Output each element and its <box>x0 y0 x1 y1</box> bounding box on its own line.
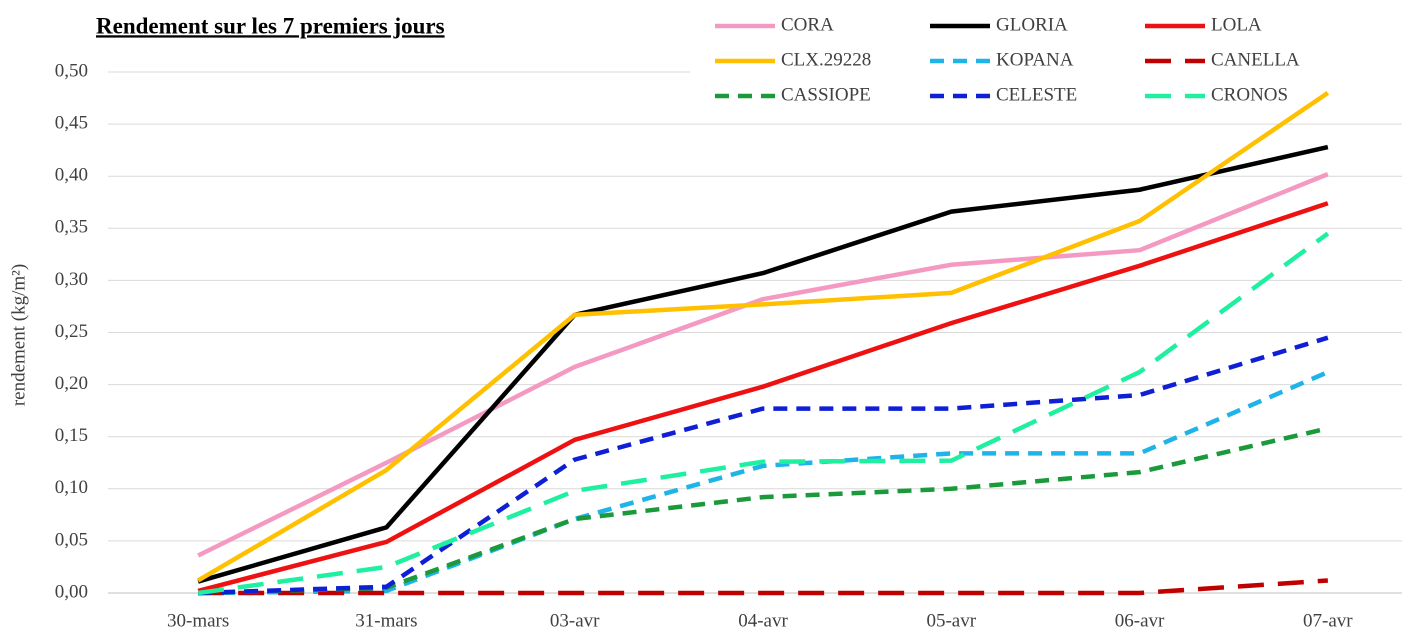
legend-label: CASSIOPE <box>781 84 871 105</box>
series-line <box>197 231 1330 596</box>
series-line <box>198 578 1329 596</box>
y-tick-label: 0,20 <box>55 373 88 394</box>
x-tick-label: 06-avr <box>1115 610 1165 631</box>
legend-label: CELESTE <box>996 84 1077 105</box>
series-line <box>197 172 1329 558</box>
legend-label: KOPANA <box>996 49 1074 70</box>
x-tick-label: 30-mars <box>167 610 229 631</box>
series-line <box>197 90 1330 583</box>
legend-background <box>690 8 1420 116</box>
y-tick-label: 0,10 <box>55 477 88 498</box>
y-axis-label: rendement (kg/m²) <box>8 264 29 406</box>
legend-label: GLORIA <box>996 14 1068 35</box>
x-tick-label: 31-mars <box>355 610 417 631</box>
y-tick-label: 0,05 <box>55 529 88 550</box>
legend-label: CANELLA <box>1211 49 1300 70</box>
legend-label: CORA <box>781 14 834 35</box>
y-tick-label: 0,50 <box>55 60 88 81</box>
y-tick-label: 0,15 <box>55 425 88 446</box>
y-tick-label: 0,45 <box>55 112 88 133</box>
legend-label: CRONOS <box>1211 84 1288 105</box>
y-tick-label: 0,30 <box>55 269 88 290</box>
series-line <box>198 370 1329 596</box>
series-line <box>198 335 1329 596</box>
y-tick-label: 0,40 <box>55 165 88 186</box>
x-tick-label: 07-avr <box>1303 610 1353 631</box>
y-tick-label: 0,25 <box>55 321 88 342</box>
y-tick-label: 0,35 <box>55 217 88 238</box>
legend-label: CLX.29228 <box>781 49 871 70</box>
x-tick-label: 04-avr <box>738 610 788 631</box>
series-line <box>197 201 1329 594</box>
y-tick-label: 0,00 <box>55 581 88 602</box>
series-line <box>197 144 1329 584</box>
legend-label: LOLA <box>1211 14 1262 35</box>
chart-title: Rendement sur les 7 premiers jours <box>96 13 445 38</box>
x-tick-label: 03-avr <box>550 610 600 631</box>
x-tick-label: 05-avr <box>926 610 976 631</box>
